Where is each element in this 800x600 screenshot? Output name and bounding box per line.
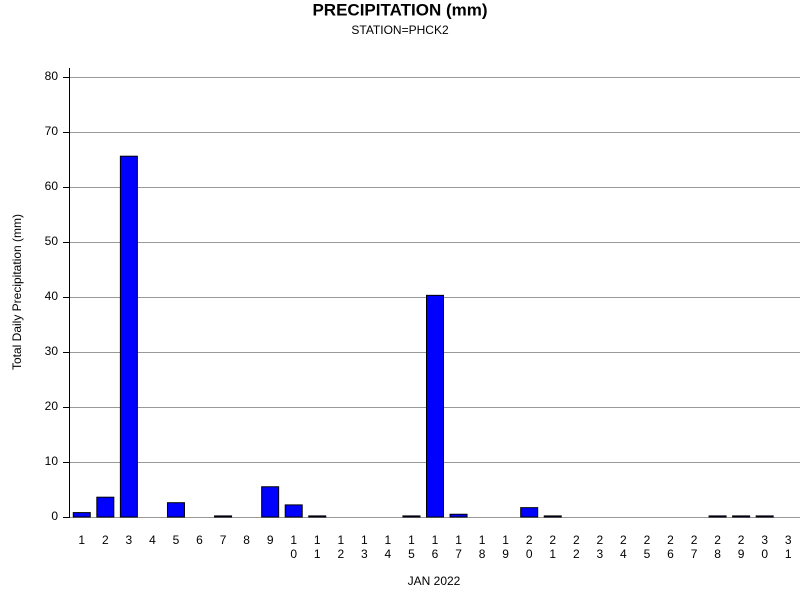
y-tick-label: 0 bbox=[51, 509, 58, 523]
bar bbox=[166, 502, 185, 518]
x-axis-label: JAN 2022 bbox=[408, 574, 461, 588]
y-tick-label: 80 bbox=[45, 69, 59, 83]
bar bbox=[708, 515, 727, 518]
x-tick-label: 3 bbox=[126, 533, 133, 547]
bar bbox=[96, 496, 115, 518]
x-tick-label: 8 bbox=[243, 533, 250, 547]
bar bbox=[119, 155, 138, 518]
y-tick-label: 10 bbox=[45, 454, 59, 468]
y-tick-label: 40 bbox=[45, 289, 59, 303]
bar bbox=[426, 294, 444, 518]
y-tick-label: 50 bbox=[45, 234, 59, 248]
x-tick-label: 7 bbox=[220, 533, 227, 547]
y-tick-label: 70 bbox=[45, 124, 59, 138]
bar bbox=[402, 515, 421, 518]
chart-subtitle: STATION=PHCK2 bbox=[351, 23, 449, 37]
x-tick-label: 6 bbox=[196, 533, 203, 547]
bar bbox=[543, 515, 562, 518]
bar bbox=[261, 486, 280, 518]
y-tick-label: 20 bbox=[45, 399, 59, 413]
x-tick-label: 5 bbox=[173, 533, 180, 547]
x-tick-label: 1 bbox=[78, 533, 85, 547]
x-tick-label: 2 bbox=[102, 533, 109, 547]
bar bbox=[732, 515, 751, 518]
x-tick-label: 4 bbox=[149, 533, 156, 547]
bar bbox=[449, 513, 468, 518]
y-tick-label: 60 bbox=[45, 179, 59, 193]
y-tick-label: 30 bbox=[45, 344, 59, 358]
bar bbox=[214, 515, 233, 518]
y-axis-label: Total Daily Precipitation (mm) bbox=[10, 214, 24, 370]
chart-title: PRECIPITATION (mm) bbox=[312, 0, 487, 19]
bar bbox=[284, 504, 303, 518]
bar bbox=[72, 512, 91, 518]
bar bbox=[308, 515, 327, 518]
bar bbox=[755, 515, 774, 518]
bar bbox=[520, 507, 539, 518]
x-tick-label: 9 bbox=[267, 533, 274, 547]
